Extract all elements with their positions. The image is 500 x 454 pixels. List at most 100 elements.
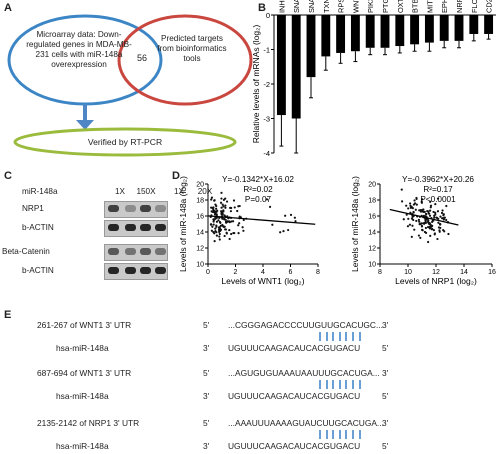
scatter-point — [439, 215, 442, 218]
scatter-point — [218, 238, 221, 241]
mirna-sequence: UGUUUCAAGACAUCACGUGACU — [228, 343, 361, 353]
utr-label: 2135-2142 of NRP1 3' UTR — [37, 418, 140, 428]
scatter-point — [426, 220, 430, 223]
base-pairing-marks — [319, 332, 379, 342]
regression-line — [207, 215, 316, 225]
scatter-point — [433, 232, 437, 235]
blot-row-label: Beta-Catenin — [2, 247, 50, 256]
bar — [350, 15, 360, 52]
blot-strip — [104, 263, 168, 280]
base-pair-mark — [352, 380, 354, 389]
base-pair-mark — [358, 380, 361, 389]
bar — [454, 15, 464, 41]
base-pair-mark — [319, 332, 321, 341]
category-label: FLOT2 — [470, 0, 479, 13]
y-tick-label: -3 — [263, 115, 270, 124]
strand-end-right: 3' — [382, 368, 389, 378]
blot-band — [125, 267, 136, 274]
p-value: P<0.0001 — [420, 195, 456, 204]
blot-strip — [104, 201, 168, 218]
scatter-point — [417, 218, 420, 221]
bar — [469, 15, 479, 34]
scatter-point — [293, 216, 296, 219]
scatter-point — [424, 226, 427, 230]
scatter-point — [402, 218, 405, 221]
strand-end-right: 5' — [382, 343, 389, 353]
panel-d-label: D — [172, 170, 180, 182]
base-pair-mark — [319, 380, 321, 389]
scatter-point — [215, 207, 218, 210]
scatter-point — [241, 226, 244, 229]
blot-band — [140, 224, 151, 231]
bar — [321, 15, 331, 57]
base-pair-mark — [358, 430, 361, 439]
x-axis-label: Levels of NRP1 (log₂) — [395, 276, 477, 286]
scatter-point — [436, 237, 439, 241]
scatter-point — [417, 234, 421, 237]
x-tick-label: 0 — [206, 269, 210, 276]
scatter-point — [419, 209, 422, 212]
y-tick-label: 10 — [368, 262, 376, 269]
blot-band — [140, 205, 151, 212]
scatter-point — [265, 198, 269, 201]
bar — [306, 15, 316, 78]
y-tick-label: 10 — [196, 262, 204, 269]
bar — [336, 15, 346, 53]
venn-diagram — [7, 14, 253, 157]
utr-sequence: ...AAAUUUAAAAGUAUCUUGCACUGA... — [228, 418, 384, 428]
category-label: SNAP91-2 — [307, 0, 316, 13]
x-tick-label: 14 — [460, 269, 468, 276]
y-tick-label: 18 — [196, 198, 204, 205]
base-pair-mark — [338, 430, 341, 439]
base-pair-mark — [358, 332, 361, 341]
base-pairing-marks — [319, 380, 379, 390]
scatter-point — [221, 210, 224, 213]
category-label: PIK3C2B — [366, 0, 375, 13]
scatter-point — [211, 225, 214, 228]
utr-label: 261-267 of WNT1 3' UTR — [37, 320, 132, 330]
y-axis-label: Levels of miR-148a (log₂) — [178, 176, 188, 272]
blot-band — [155, 267, 166, 274]
base-pair-mark — [345, 380, 348, 389]
strand-end-left: 5' — [203, 418, 210, 428]
scatter-point — [415, 219, 418, 223]
category-label: SNAP91-1 — [292, 0, 301, 13]
scatter-point — [436, 210, 440, 213]
scatter-point — [443, 230, 446, 233]
regression-equation: Y=-0.1342*X+16.02 — [222, 175, 294, 184]
blot-band — [125, 248, 136, 255]
scatter-point — [429, 200, 432, 203]
scatter-point — [213, 240, 216, 243]
base-pair-mark — [338, 332, 341, 341]
strand-end-left: 5' — [203, 320, 210, 330]
scatter-point — [220, 191, 223, 194]
scatter-point — [231, 220, 235, 223]
scatter-point — [214, 203, 217, 206]
strand-end-right: 5' — [382, 391, 389, 401]
base-pair-mark — [325, 332, 328, 341]
r-squared: R²=0.17 — [423, 185, 453, 194]
y-tick-label: 16 — [196, 214, 204, 221]
scatter-point — [437, 221, 440, 224]
y-tick-label: 20 — [196, 182, 204, 189]
bar — [395, 15, 405, 47]
scatter-point — [210, 198, 213, 201]
strand-end-left: 3' — [203, 391, 210, 401]
scatter-point — [224, 206, 227, 209]
scatter-point — [410, 235, 413, 238]
scatter-point — [287, 228, 290, 232]
scatter-point — [429, 223, 432, 226]
scatter-point — [213, 199, 216, 202]
scatter-point — [222, 205, 225, 208]
scatter-point — [228, 237, 231, 241]
scatter-point — [217, 219, 220, 222]
scatter-point — [407, 207, 410, 210]
utr-sequence: ...AGUGUGUAAAUAAUUUGCACUGA... — [228, 368, 380, 378]
scatter-point — [209, 223, 213, 226]
scatter-point — [424, 231, 428, 234]
category-label: TXNIP — [322, 0, 331, 13]
scatter-point — [210, 196, 214, 199]
y-tick-label: 18 — [368, 198, 376, 205]
scatter-point — [431, 227, 434, 230]
scatter-point — [405, 213, 408, 216]
